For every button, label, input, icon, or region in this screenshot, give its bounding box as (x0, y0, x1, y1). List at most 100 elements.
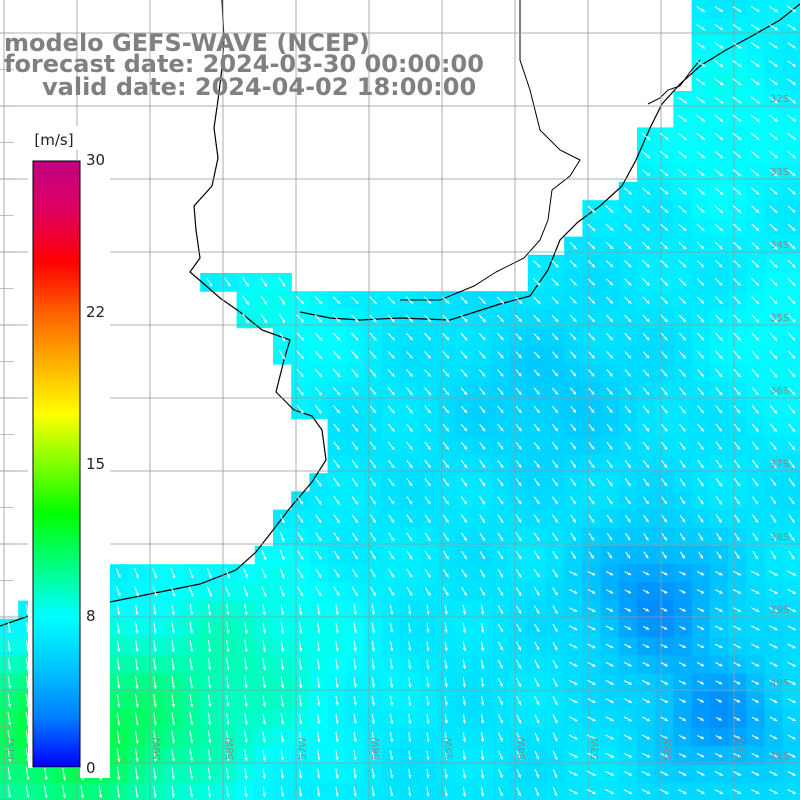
wind-arrow (405, 314, 414, 323)
wind-arrow (353, 750, 357, 761)
wind-arrow (605, 661, 614, 667)
wind-arrow (405, 332, 414, 341)
wind-arrow (733, 716, 741, 721)
wind-arrow (624, 441, 632, 450)
wind-arrow (478, 478, 486, 487)
wind-arrow (406, 351, 413, 359)
wind-arrow (787, 96, 797, 104)
wind-arrow (444, 750, 448, 761)
wind-arrow (406, 478, 413, 487)
wind-arrow (732, 24, 742, 31)
wind-arrow (642, 643, 650, 649)
wind-arrow (188, 568, 194, 579)
wind-arrow (351, 405, 359, 414)
wind-arrow (733, 423, 741, 432)
wind-arrow (750, 625, 760, 631)
wind-arrow (570, 369, 577, 377)
wind-arrow (714, 589, 723, 594)
wind-arrow (750, 78, 760, 86)
wind-arrow (315, 478, 322, 487)
wind-arrow (298, 622, 303, 634)
wind-arrow (660, 405, 668, 414)
wind-arrow (317, 604, 321, 616)
wind-arrow (697, 680, 705, 685)
wind-arrow (732, 150, 742, 159)
wind-arrow (642, 223, 651, 232)
colorbar-tick-box (80, 150, 110, 778)
wind-arrow (460, 296, 468, 305)
wind-arrow (697, 350, 705, 359)
wind-arrow (406, 423, 413, 432)
longitude-label: 54W (517, 737, 528, 760)
wind-arrow (479, 550, 486, 560)
wind-arrow (787, 789, 797, 795)
wind-arrow (787, 259, 796, 268)
wind-arrow (787, 60, 797, 68)
wind-arrow (442, 314, 450, 323)
wind-arrow (369, 441, 377, 451)
wind-arrow (714, 114, 724, 122)
wind-arrow (661, 514, 668, 523)
wind-arrow (732, 607, 742, 613)
wind-arrow (7, 748, 12, 762)
wind-arrow (751, 771, 760, 776)
wind-arrow (171, 730, 176, 744)
wind-arrow (406, 514, 413, 523)
wind-arrow (389, 732, 394, 743)
wind-arrow (696, 187, 706, 195)
wind-arrow (642, 296, 650, 305)
wind-arrow (787, 78, 797, 86)
wind-arrow (262, 786, 266, 797)
colorbar-tick-label: 22 (86, 303, 106, 321)
wind-arrow (678, 314, 687, 323)
wind-arrow (588, 532, 595, 541)
wind-arrow (480, 768, 485, 779)
wind-arrow (751, 752, 760, 758)
wind-arrow (369, 387, 377, 396)
wind-arrow (515, 441, 522, 450)
wind-arrow (588, 551, 595, 559)
wind-arrow (516, 750, 522, 760)
wind-arrow (732, 96, 742, 104)
wind-arrow (678, 771, 687, 776)
wind-arrow (171, 640, 175, 652)
wind-arrow (679, 423, 686, 432)
wind-arrow (424, 496, 431, 505)
wind-arrow (424, 387, 432, 396)
wind-arrow (462, 732, 466, 742)
wind-arrow (715, 350, 723, 360)
wind-arrow (714, 771, 724, 776)
wind-arrow (280, 731, 285, 743)
wind-arrow (642, 460, 650, 469)
wind-arrow (642, 478, 650, 487)
wind-arrow (750, 114, 760, 122)
longitude-label: 56W (371, 737, 382, 760)
wind-arrow (225, 586, 230, 597)
wind-arrow (497, 423, 504, 432)
wind-arrow (317, 731, 321, 743)
wind-arrow (624, 387, 632, 396)
wind-arrow (697, 734, 705, 740)
wind-arrow (244, 658, 248, 671)
wind-arrow (769, 734, 778, 740)
wind-arrow (462, 641, 467, 652)
wind-arrow (388, 550, 395, 560)
wind-arrow (426, 677, 430, 688)
wind-arrow (715, 532, 722, 541)
wind-arrow (444, 622, 448, 633)
wind-arrow (189, 785, 194, 798)
wind-arrow (570, 532, 577, 541)
wind-arrow (696, 260, 705, 268)
wind-arrow (679, 514, 686, 523)
wind-arrow (444, 604, 448, 615)
wind-arrow (586, 789, 597, 795)
wind-arrow (424, 568, 431, 578)
wind-arrow (333, 423, 341, 432)
wind-arrow (442, 350, 450, 359)
wind-arrow (333, 459, 341, 469)
latitude-label: 37S (770, 459, 789, 470)
wind-arrow (516, 659, 522, 669)
wind-arrow (588, 423, 595, 432)
wind-arrow (588, 369, 595, 377)
wind-arrow (497, 351, 504, 359)
